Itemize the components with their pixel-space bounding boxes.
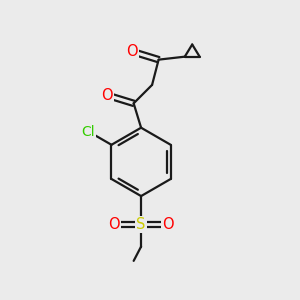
Text: O: O [108, 217, 120, 232]
Text: Cl: Cl [81, 124, 95, 139]
Text: S: S [136, 217, 146, 232]
Text: O: O [101, 88, 113, 103]
Text: O: O [126, 44, 138, 59]
Text: O: O [163, 217, 174, 232]
